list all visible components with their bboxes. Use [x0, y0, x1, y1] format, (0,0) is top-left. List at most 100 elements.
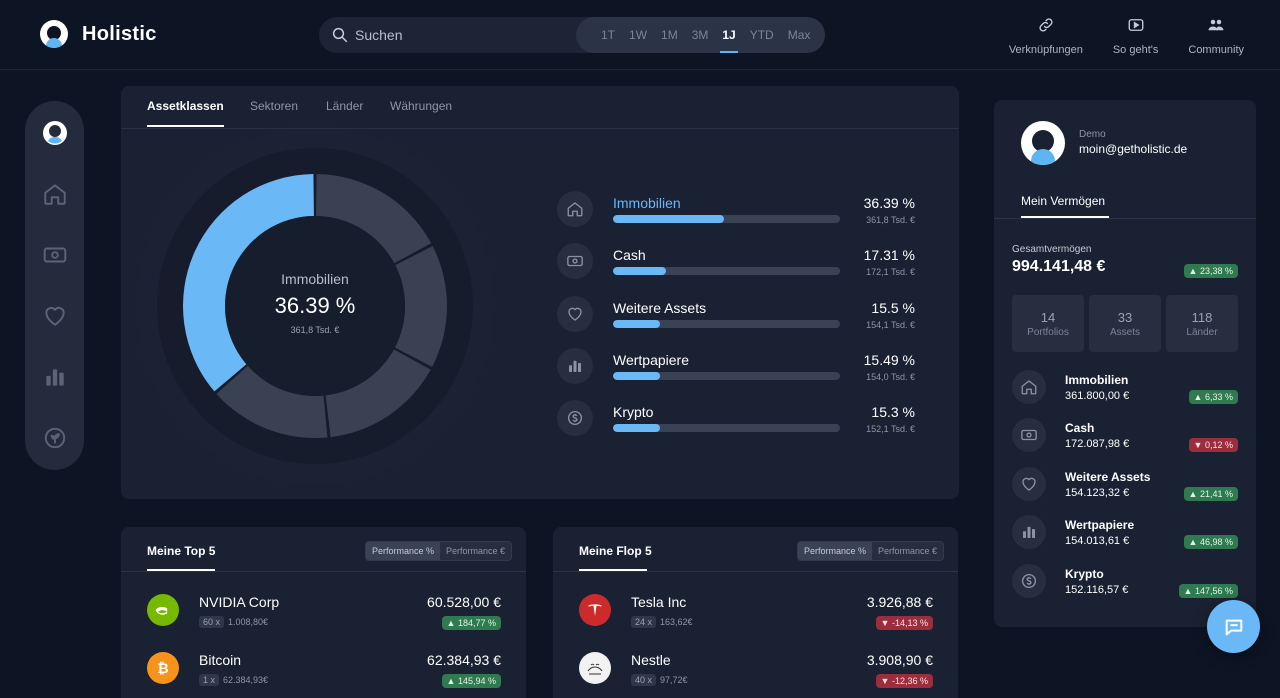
wealth-row-krypto[interactable]: Krypto 152.116,57 € ▲ 147,56 %: [1012, 564, 1238, 604]
avatar[interactable]: [1021, 121, 1065, 165]
wealth-row-wertpapiere[interactable]: Wertpapiere 154.013,61 € ▲ 46,98 %: [1012, 515, 1238, 555]
wealth-row-value: 154.013,61 €: [1065, 535, 1130, 547]
wealth-row-weitere-assets[interactable]: Weitere Assets 154.123,32 € ▲ 21,41 %: [1012, 467, 1238, 507]
position-quantity: 1 x 62.384,93€: [199, 674, 268, 686]
position-price: 97,72€: [660, 675, 688, 685]
performance-badge: ▲ 46,98 %: [1183, 535, 1238, 549]
position-value: 62.384,93 €: [427, 652, 501, 668]
home-icon: [42, 181, 68, 207]
tab-länder[interactable]: Länder: [326, 99, 364, 113]
sidebar-item-sprout[interactable]: [39, 422, 70, 453]
sidebar-item-profile-logo[interactable]: [39, 117, 70, 148]
asset-name: Krypto: [613, 404, 654, 420]
toggle-performance-euro[interactable]: Performance €: [445, 546, 505, 556]
position-price: 62.384,93€: [223, 675, 269, 685]
crypto-coin-icon: [1012, 564, 1046, 598]
stat-number: 118: [1191, 309, 1213, 325]
home-icon: [1012, 370, 1046, 404]
donut-segment-immobilien[interactable]: [183, 174, 314, 392]
asset-amount: 361,8 Tsd. €: [866, 215, 915, 225]
donut-center-amount: 361,8 Tsd. €: [290, 325, 340, 335]
time-range-3m[interactable]: 3M: [691, 28, 709, 42]
total-wealth-change-badge: ▲ 23,38 %: [1183, 264, 1238, 278]
performance-value: -12,36 %: [891, 676, 928, 686]
asset-row-cash[interactable]: Cash 17.31 % 172,1 Tsd. €: [557, 243, 917, 283]
flop5-card: Meine Flop 5 Performance % Performance €…: [553, 527, 958, 698]
position-row[interactable]: NVIDIA Corp 60 x 1.008,80€ 60.528,00 € ▲ 184…: [147, 592, 501, 632]
asset-percent: 15.5 %: [871, 300, 915, 316]
donut-segment-cash[interactable]: [316, 174, 432, 264]
time-range-1j[interactable]: 1J: [715, 17, 742, 53]
time-range-ytd[interactable]: YTD: [749, 28, 774, 42]
chat-button[interactable]: [1207, 600, 1260, 653]
wealth-row-name: Wertpapiere: [1065, 518, 1135, 532]
position-row[interactable]: Nestle 40 x 97,72€ 3.908,90 € ▼ -12,36 %: [579, 650, 933, 690]
wealth-row-cash[interactable]: Cash 172.087,98 € ▼ 0,12 %: [1012, 418, 1238, 458]
topnav-label: So geht's: [1112, 44, 1159, 56]
total-wealth-change: 23,38 %: [1199, 266, 1233, 276]
sidebar-item-cash[interactable]: [39, 239, 70, 270]
position-price: 163,62€: [660, 617, 693, 627]
time-range-selector: 1T 1W 1M 3M 1J YTD Max: [576, 17, 825, 53]
flop5-performance-toggle: Performance % Performance €: [796, 541, 944, 561]
tab-mein-vermoegen[interactable]: Mein Vermögen: [1021, 194, 1106, 208]
donut-segment-wertpapiere[interactable]: [325, 349, 431, 438]
time-range-1w[interactable]: 1W: [629, 28, 648, 42]
top5-performance-toggle: Performance % Performance €: [364, 541, 512, 561]
stat-box-assets[interactable]: 33 Assets: [1089, 295, 1161, 352]
donut-segment-weitere-assets[interactable]: [394, 246, 447, 367]
topnav-item-0[interactable]: Verknüpfungen: [1009, 16, 1083, 56]
asset-amount: 152,1 Tsd. €: [866, 424, 915, 434]
asset-amount: 172,1 Tsd. €: [866, 267, 915, 277]
asset-percent: 15.3 %: [871, 404, 915, 420]
asset-share-bar: [613, 320, 840, 328]
performance-badge: ▲ 6,33 %: [1188, 390, 1238, 404]
wealth-row-name: Cash: [1065, 421, 1095, 435]
performance-value: 6,33 %: [1204, 392, 1233, 402]
allocation-donut-chart: Immobilien 36.39 % 361,8 Tsd. €: [127, 118, 503, 494]
app-logo[interactable]: Holistic: [40, 20, 157, 48]
performance-badge: ▲ 147,56 %: [1178, 584, 1238, 598]
wealth-row-name: Immobilien: [1065, 373, 1129, 387]
wealth-row-immobilien[interactable]: Immobilien 361.800,00 € ▲ 6,33 %: [1012, 370, 1238, 410]
topnav-item-2[interactable]: Community: [1188, 16, 1244, 56]
asset-row-immobilien[interactable]: Immobilien 36.39 % 361,8 Tsd. €: [557, 191, 917, 231]
bar-chart-icon: [42, 364, 68, 390]
asset-share-bar-fill: [613, 215, 724, 223]
sidebar-item-bar-chart[interactable]: [39, 361, 70, 392]
topnav-item-1[interactable]: So geht's: [1112, 16, 1159, 56]
position-row[interactable]: Tesla Inc 24 x 163,62€ 3.926,88 € ▼ -14,13 %: [579, 592, 933, 632]
users-icon: [1206, 16, 1226, 39]
position-row[interactable]: ₿ Bitcoin 1 x 62.384,93€ 62.384,93 € ▲ 145,94…: [147, 650, 501, 690]
toggle-performance-euro[interactable]: Performance €: [877, 546, 937, 556]
toggle-performance-percent[interactable]: Performance %: [365, 542, 440, 560]
tab-underline: [1021, 216, 1109, 218]
asset-name: Weitere Assets: [613, 300, 707, 316]
stat-box-länder[interactable]: 118 Länder: [1166, 295, 1238, 352]
time-range-1m[interactable]: 1M: [661, 28, 678, 42]
sidebar-item-home[interactable]: [39, 178, 70, 209]
toggle-performance-percent[interactable]: Performance %: [797, 542, 872, 560]
donut-center-value: 36.39 %: [274, 293, 356, 318]
stat-box-portfolios[interactable]: 14 Portfolios: [1012, 295, 1084, 352]
asset-row-weitere-assets[interactable]: Weitere Assets 15.5 % 154,1 Tsd. €: [557, 296, 917, 336]
asset-share-bar-fill: [613, 267, 666, 275]
time-range-1t[interactable]: 1T: [601, 28, 616, 42]
donut-segment-krypto[interactable]: [216, 365, 328, 438]
search-icon: [332, 27, 348, 43]
asset-name: Cash: [613, 247, 646, 263]
tab-sektoren[interactable]: Sektoren: [250, 99, 299, 113]
asset-row-wertpapiere[interactable]: Wertpapiere 15.49 % 154,0 Tsd. €: [557, 348, 917, 388]
tab-assetklassen[interactable]: Assetklassen: [147, 99, 224, 127]
chat-bubble-icon: [1225, 619, 1242, 635]
time-range-max[interactable]: Max: [787, 28, 811, 42]
position-price: 1.008,80€: [228, 617, 269, 627]
cash-icon: [42, 242, 68, 268]
search-input[interactable]: [355, 25, 555, 45]
quantity-badge: 40 x: [631, 674, 657, 686]
asset-share-bar: [613, 372, 840, 380]
performance-badge: ▼ 0,12 %: [1188, 438, 1238, 452]
sidebar-item-heart[interactable]: [39, 300, 70, 331]
asset-row-krypto[interactable]: Krypto 15.3 % 152,1 Tsd. €: [557, 400, 917, 440]
tab-währungen[interactable]: Währungen: [390, 99, 453, 113]
